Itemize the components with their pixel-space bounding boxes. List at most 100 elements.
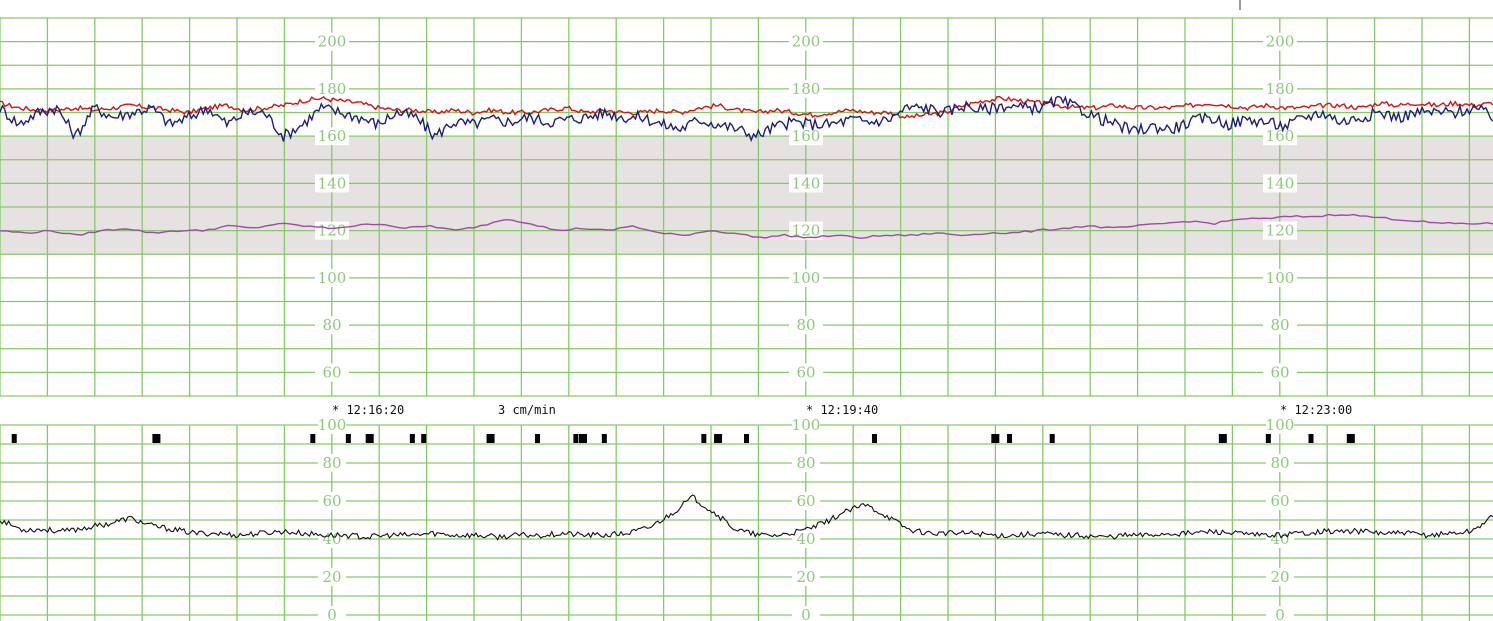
y-axis-labels: 60 80 100 120 140 160 180 200 0 20 40 60 80 100 60 80 10… [315, 32, 1297, 621]
tick-label-bg [792, 568, 820, 586]
event-mark [1049, 434, 1055, 443]
tick-label-bg [318, 606, 346, 621]
uc-tick-label: 100 [1266, 416, 1295, 434]
fhr-tick-label: 120 [318, 222, 347, 240]
fhr-tick-label: 160 [792, 127, 821, 145]
time-label-2: * 12:19:40 [806, 403, 878, 417]
event-mark [701, 434, 707, 443]
tick-label-bg [1263, 316, 1297, 335]
tick-label-bg [792, 492, 820, 510]
fhr-tick-label: 200 [318, 33, 347, 51]
fhr-tick-label: 140 [318, 174, 347, 192]
tick-label-bg [1263, 221, 1297, 240]
event-mark [578, 434, 587, 443]
fhr-tick-label: 80 [1270, 316, 1289, 334]
fhr-tick-label: 140 [792, 174, 821, 192]
tick-label-bg [318, 416, 346, 434]
time-label-1: * 12:16:20 [332, 403, 404, 417]
tick-label-bg [1266, 606, 1294, 621]
fhr-tick-label: 60 [322, 363, 341, 381]
tick-label-bg [315, 127, 349, 146]
event-mark [573, 434, 579, 443]
fhr-tick-label: 100 [1266, 269, 1295, 287]
tick-label-bg [792, 606, 820, 621]
fhr-series-maternal_purple [0, 213, 1493, 240]
event-mark [152, 434, 161, 443]
event-mark [534, 434, 540, 443]
tick-label-bg [315, 363, 349, 382]
tick-label-bg [789, 363, 823, 382]
uc-tick-label: 0 [801, 606, 811, 621]
event-mark [1218, 434, 1227, 443]
tick-label-bg [789, 316, 823, 335]
uc-tick-label: 40 [322, 530, 341, 548]
tick-label-bg [318, 454, 346, 472]
uc-tick-label: 60 [1270, 492, 1289, 510]
fhr-tick-label: 200 [1266, 33, 1295, 51]
uc-tick-label: 40 [796, 530, 815, 548]
event-mark [991, 434, 1000, 443]
trace-lines [0, 95, 1493, 541]
event-mark [871, 434, 877, 443]
tick-label-bg [315, 174, 349, 193]
fhr-tick-label: 120 [792, 222, 821, 240]
tick-label-bg [792, 416, 820, 434]
fhr-series-fhr_red [0, 95, 1493, 119]
fhr-tick-label: 100 [318, 269, 347, 287]
event-mark [365, 434, 374, 443]
event-mark [310, 434, 316, 443]
fhr-tick-label: 60 [796, 363, 815, 381]
tick-label-bg [315, 316, 349, 335]
tick-label-bg [1263, 32, 1297, 51]
event-mark [11, 434, 17, 443]
uc-tick-label: 60 [322, 492, 341, 510]
tick-label-bg [789, 221, 823, 240]
tick-label-bg [318, 492, 346, 510]
tick-label-bg [789, 174, 823, 193]
fhr-series-fhr_blue [0, 95, 1493, 143]
tick-label-bg [789, 79, 823, 98]
fhr-tick-label: 60 [1270, 363, 1289, 381]
fhr-tick-label: 160 [318, 127, 347, 145]
tick-label-bg [1263, 79, 1297, 98]
event-marks [11, 434, 1355, 443]
fhr-tick-label: 180 [792, 80, 821, 98]
tick-label-bg [789, 32, 823, 51]
fhr-tick-label: 180 [1266, 80, 1295, 98]
tick-label-bg [1263, 268, 1297, 287]
tick-label-bg [789, 268, 823, 287]
event-mark [1265, 434, 1271, 443]
event-mark [421, 434, 427, 443]
fhr-tick-label: 80 [322, 316, 341, 334]
fhr-tick-label: 180 [318, 80, 347, 98]
tick-label-bg [1266, 416, 1294, 434]
tick-label-bg [315, 32, 349, 51]
event-mark [486, 434, 495, 443]
tick-label-bg [315, 268, 349, 287]
uc-tick-label: 100 [792, 416, 821, 434]
uc-tick-label: 100 [318, 416, 347, 434]
tick-label-bg [792, 530, 820, 548]
event-mark [1346, 434, 1355, 443]
tick-label-bg [792, 454, 820, 472]
tick-label-bg [1266, 492, 1294, 510]
fhr-tick-label: 80 [796, 316, 815, 334]
uc-series-line [0, 494, 1493, 541]
uc-tick-label: 0 [1275, 606, 1285, 621]
tick-label-bg [1266, 454, 1294, 472]
tick-label-bg [1263, 363, 1297, 382]
tick-label-bg [1263, 127, 1297, 146]
event-mark [601, 434, 607, 443]
event-mark [714, 434, 723, 443]
uc-tick-label: 20 [1270, 568, 1289, 586]
event-mark [1007, 434, 1013, 443]
event-mark [409, 434, 415, 443]
uc-tick-label: 60 [796, 492, 815, 510]
event-mark [1308, 434, 1314, 443]
time-label-3: * 12:23:00 [1280, 403, 1352, 417]
uc-tick-label: 40 [1270, 530, 1289, 548]
tick-label-bg [315, 221, 349, 240]
tick-label-bg [1266, 530, 1294, 548]
fhr-tick-label: 100 [792, 269, 821, 287]
